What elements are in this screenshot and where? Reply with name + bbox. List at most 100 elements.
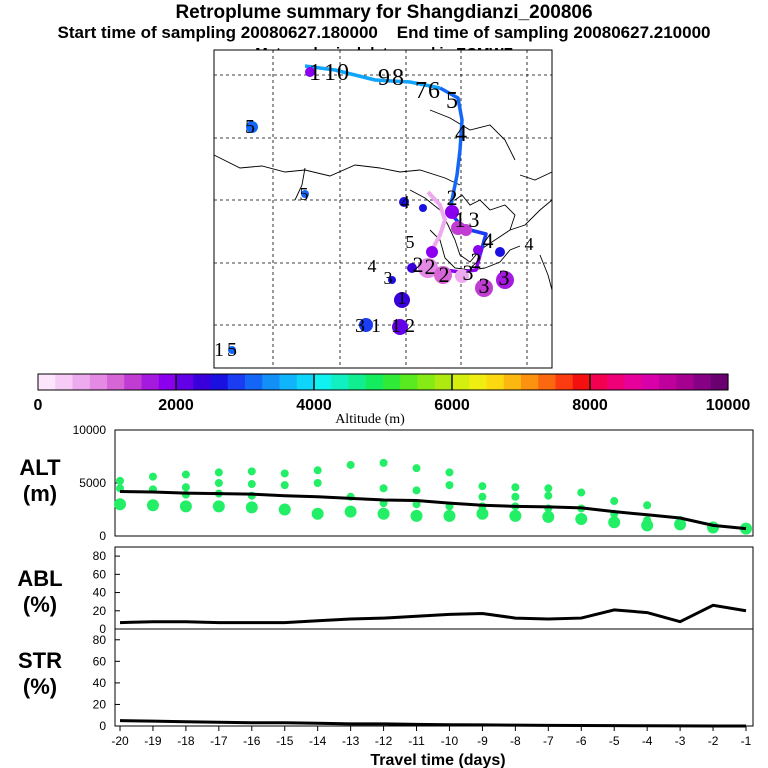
alt-cluster-dot [181,470,190,479]
abl-panel-name: ABL [17,566,62,591]
end-time-label: End time of sampling 20080627.210000 [396,23,711,42]
colorbar-swatch [590,374,608,390]
alt-panel-name: ALT [19,455,61,480]
alt-cluster-dot [214,479,223,487]
colorbar-swatch [331,374,350,390]
colorbar-tick-label: 6000 [434,397,470,414]
x-tick-label: -20 [111,734,129,748]
x-tick-label: -17 [210,734,228,748]
colorbar-swatch [193,374,212,390]
alt-cluster-dot [476,507,489,520]
abl-line [119,603,747,625]
colorbar-tick-label: 4000 [296,397,332,414]
cluster-dot [445,205,459,219]
x-tick-label: -16 [243,734,261,748]
alt-cluster-dot [610,497,619,506]
day-label: 4 [483,228,494,253]
trajectory-segment [304,64,441,90]
cluster-dot [394,292,410,308]
alt-y-tick-label: 10000 [73,423,107,437]
colorbar-swatch [348,374,367,390]
cluster-dot [455,269,469,283]
day-label: 2 [425,254,436,279]
colorbar-swatch [400,374,419,390]
str-y-tick-label: 20 [93,697,107,711]
trajectory-cluster-dots [228,67,514,354]
alt-cluster-dot [214,468,223,477]
x-tick-label: -9 [477,734,488,748]
alt-cluster-dot [674,518,687,531]
colorbar: 0 2000 4000 6000 8000 10000 Altitude (m) [34,373,750,427]
colorbar-tick-label: 2000 [158,397,194,414]
alt-cluster-dot [313,466,322,475]
colorbar-swatch [38,374,56,390]
cluster-dot [418,258,438,278]
day-label: 7 [415,78,427,104]
day-label: 2 [447,185,458,210]
x-tick-label: -2 [708,734,719,748]
colorbar-swatch [659,374,677,390]
colorbar-swatch [572,374,591,390]
alt-cluster-dot [445,468,454,477]
alt-cluster-dot [445,481,454,490]
str-y-tick-label: 0 [99,719,106,733]
cluster-dot [434,266,452,284]
start-time-label: Start time of sampling 20080627.180000 [57,23,378,42]
cluster-dot [359,318,373,332]
x-tick-label: -11 [408,734,425,748]
map-gridlines [214,50,552,368]
x-axis: -20 -19 -18 -17 -16 -15 -14 -13 -12 -11 -10 -9 -8 -7 -… [111,726,752,748]
cluster-dot [228,346,236,354]
colorbar-swatch [641,374,660,390]
colorbar-swatch [538,374,557,390]
day-label: 1 [309,60,321,86]
str-y-tick-label: 40 [93,676,107,690]
x-tick-label: -3 [675,734,686,748]
alt-cluster-dot [247,467,256,476]
colorbar-swatch [296,374,315,390]
x-tick-label: -15 [276,734,294,748]
alt-cluster-dot [542,510,555,523]
colorbar-swatch [503,374,522,390]
colorbar-swatch [89,374,108,390]
colorbar-swatch [452,374,470,390]
day-label: 5 [245,116,255,138]
alt-cluster-dot [544,491,553,500]
colorbar-swatch [417,374,436,390]
alt-cluster-dot [412,486,421,495]
alt-cluster-dot [478,492,487,501]
abl-y-tick-label: 40 [93,586,107,600]
alt-cluster-dot [280,469,289,478]
colorbar-swatch [486,374,505,390]
abl-y-tick-label: 80 [93,549,107,563]
chart-title: Retroplume summary for Shangdianzi_20080… [175,2,593,23]
colorbar-swatch [245,374,263,390]
colorbar-swatch [521,374,539,390]
abl-y-tick-label: 20 [93,604,107,618]
alt-cluster-dot [116,476,124,485]
colorbar-swatch [383,374,401,390]
alt-cluster-dot [412,500,421,509]
colorbar-frame [37,373,729,391]
day-label: 3 [469,207,480,232]
colorbar-tick-label: 0 [34,397,43,414]
day-label: 8 [392,65,404,91]
day-label: 1 [391,315,401,337]
day-label: 3 [499,265,510,290]
day-label: 1 [455,207,466,232]
alt-frame [114,429,754,537]
day-label: 3 [355,315,365,337]
x-tick-label: -7 [543,734,554,748]
sampling-times: Start time of sampling 20080627.180000 E… [0,23,768,43]
day-label: 4 [455,121,467,147]
alt-cluster-dot [641,519,654,532]
colorbar-swatch [262,374,281,390]
x-tick-label: -19 [144,734,162,748]
colorbar-swatch [227,374,246,390]
day-label: 2 [471,248,482,273]
colorbar-swatch [693,374,712,390]
x-tick-label: -5 [609,734,620,748]
alt-cluster-dot [311,507,324,520]
alt-y-tick-label: 0 [99,529,106,543]
